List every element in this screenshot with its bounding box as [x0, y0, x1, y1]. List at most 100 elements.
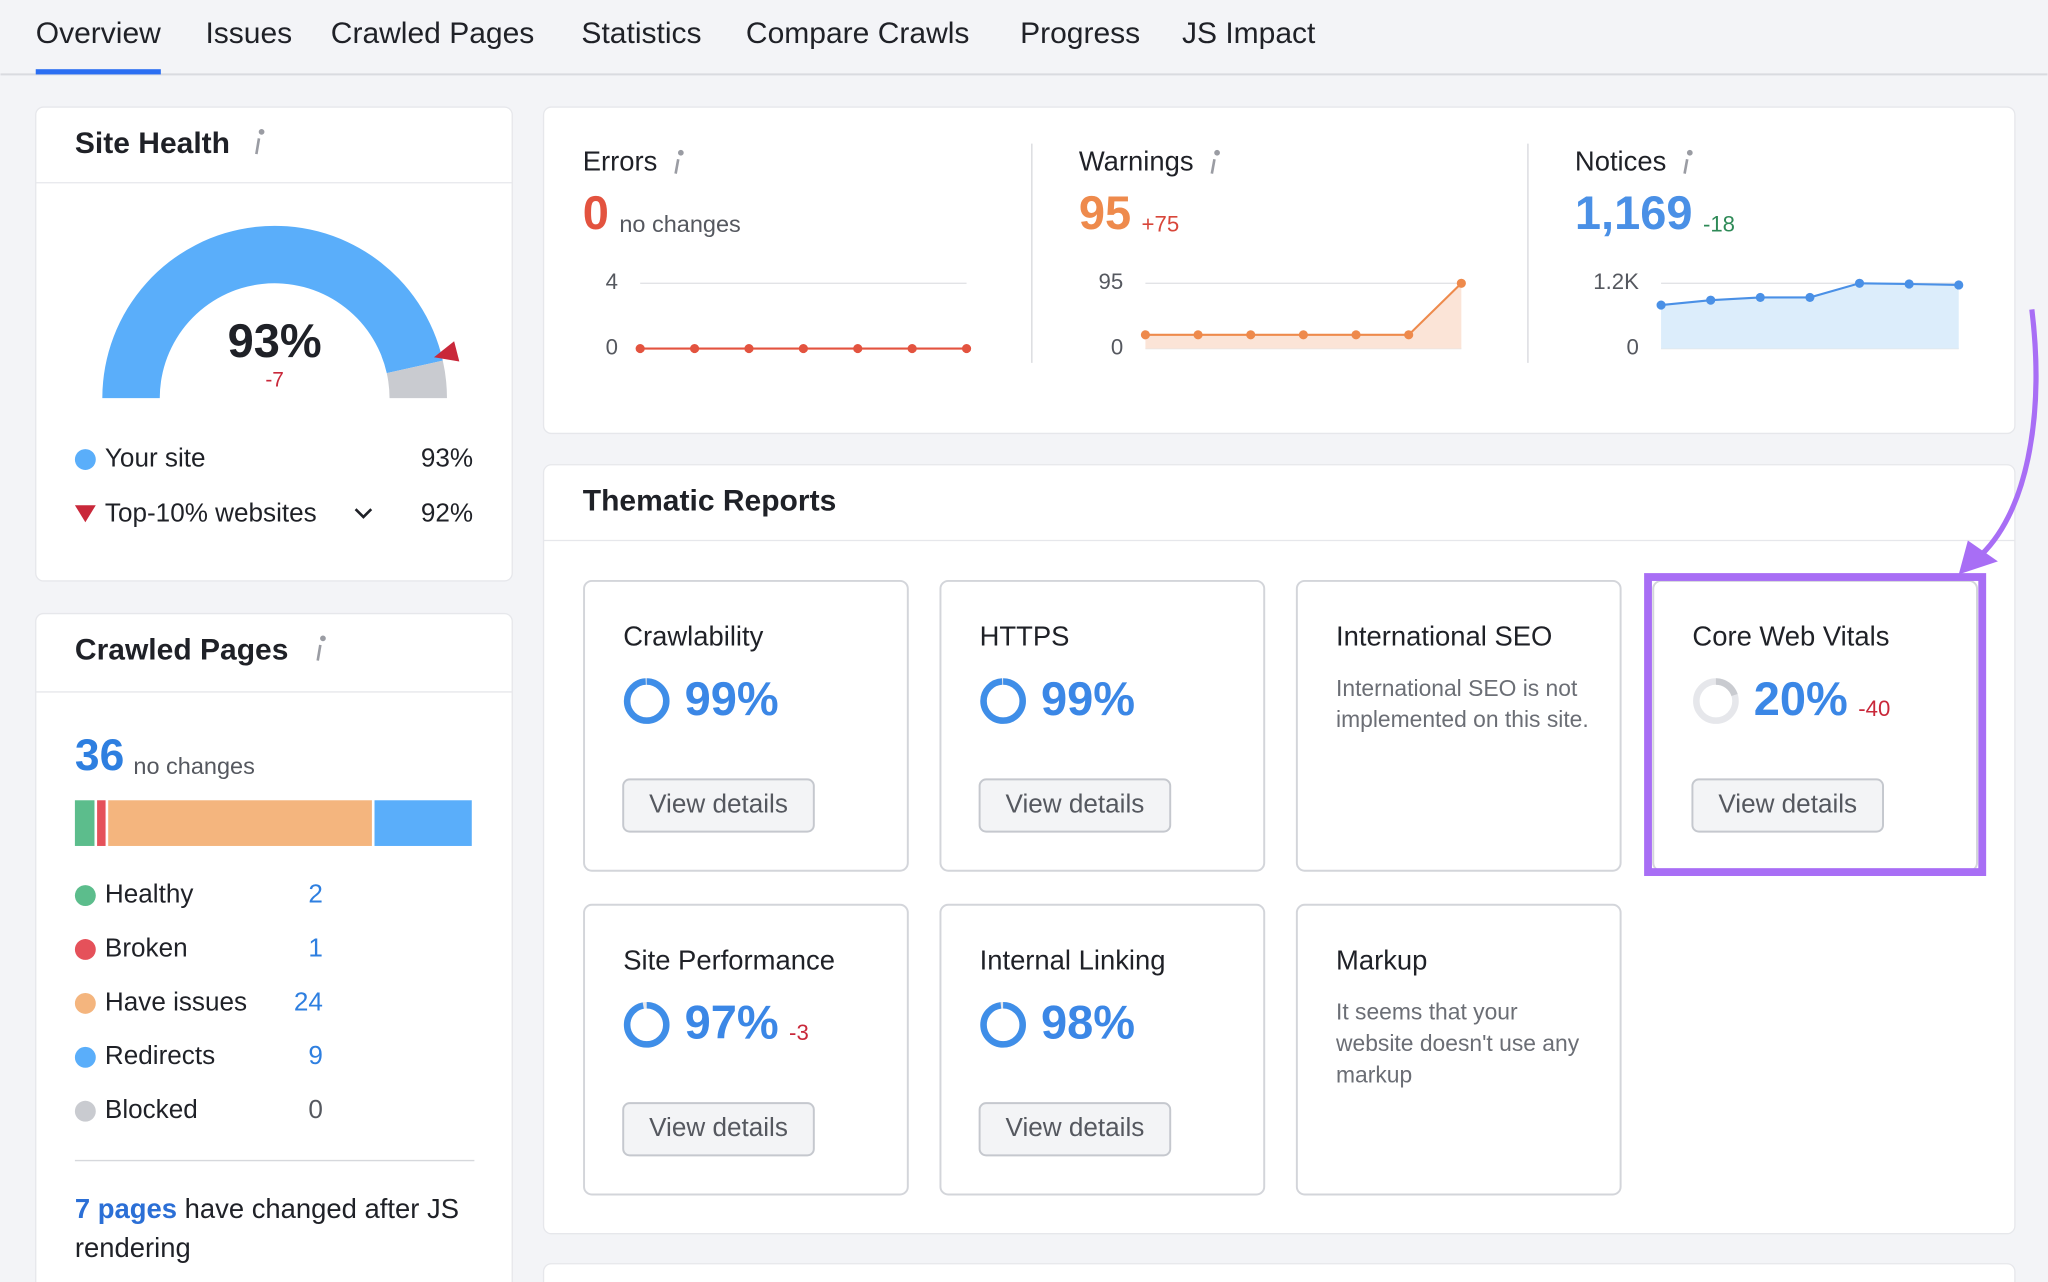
- gauge-score: 93%: [228, 314, 322, 367]
- sparkline-point[interactable]: [853, 343, 863, 354]
- button-body[interactable]: [978, 778, 1172, 833]
- sparkline-point[interactable]: [635, 343, 645, 354]
- dropdown-chevron[interactable]: [354, 508, 373, 519]
- legend-dot: [74, 1046, 96, 1068]
- issue-count[interactable]: 95: [1079, 186, 1131, 239]
- issue-count[interactable]: 0: [583, 186, 609, 239]
- nav-tab[interactable]: Statistics: [581, 17, 701, 50]
- y-tick-label: 95: [1099, 269, 1124, 294]
- button-body[interactable]: [1691, 778, 1884, 833]
- info-icon: [316, 635, 326, 661]
- issue-title[interactable]: Errors: [583, 145, 658, 176]
- sparkline-point[interactable]: [1954, 280, 1964, 290]
- button-label[interactable]: View details: [649, 788, 788, 818]
- nav-tab[interactable]: Progress: [1020, 17, 1140, 50]
- issue-title[interactable]: Notices: [1575, 145, 1666, 176]
- info-icon: [255, 128, 265, 155]
- button-label[interactable]: View details: [649, 1112, 788, 1142]
- tile-description: It seems that your website doesn't use a…: [1336, 998, 1580, 1088]
- tiles: Crawlability 99% View details HTTPS 99% View …: [583, 573, 1987, 1196]
- view-details-button[interactable]: View details: [622, 1102, 815, 1157]
- js-note-body: have changed after JS rendering: [74, 1194, 460, 1264]
- tile-title: International SEO: [1336, 621, 1552, 652]
- nav-tab[interactable]: Issues: [205, 17, 292, 50]
- gauge: [102, 225, 460, 399]
- legend-count[interactable]: 1: [308, 932, 323, 962]
- sparkline-point[interactable]: [961, 343, 972, 354]
- nav-tab[interactable]: Compare Crawls: [746, 17, 970, 50]
- active-tab-indicator: [35, 69, 161, 75]
- info-icon: [674, 149, 684, 174]
- benchmark-marker: [433, 341, 460, 362]
- legend-label: Redirects: [105, 1040, 215, 1070]
- nav-tab[interactable]: Crawled Pages: [331, 17, 535, 50]
- sparkline-point[interactable]: [798, 343, 808, 354]
- sparkline-point[interactable]: [1456, 278, 1466, 288]
- issue-title[interactable]: Warnings: [1079, 145, 1194, 176]
- sparkline-point[interactable]: [1140, 330, 1150, 340]
- button-label[interactable]: View details: [1006, 788, 1145, 818]
- legend-label: Have issues: [105, 986, 247, 1016]
- issue-count[interactable]: 1,169: [1575, 186, 1693, 239]
- button-body[interactable]: [622, 778, 815, 833]
- js-note-link[interactable]: 7 pages: [74, 1194, 178, 1225]
- js-note: 7 pages have changed after JS rendering: [74, 1194, 460, 1264]
- info-icon: [1683, 149, 1693, 174]
- legend-count[interactable]: 24: [294, 986, 323, 1016]
- button-label[interactable]: View details: [1006, 1112, 1145, 1142]
- sparkline-point[interactable]: [1706, 295, 1716, 305]
- tile-score: 99%: [1041, 672, 1135, 725]
- sparkline-point[interactable]: [1656, 300, 1666, 310]
- tile-score: 99%: [685, 672, 779, 725]
- issues-card: [542, 106, 2016, 435]
- button-body[interactable]: [978, 1102, 1172, 1157]
- score-ring: [980, 1001, 1026, 1048]
- view-details-button[interactable]: View details: [622, 778, 815, 833]
- legend-dropdown[interactable]: Top-10% websites: [105, 497, 317, 527]
- button-body[interactable]: [622, 1102, 815, 1157]
- info-stem: [1683, 159, 1689, 174]
- nav-tab[interactable]: JS Impact: [1182, 17, 1316, 50]
- crawl-legend: Healthy 2 Broken 1 Have issues 24 Redirects 9 Bl…: [74, 878, 323, 1124]
- view-details-button[interactable]: View details: [978, 1102, 1172, 1157]
- sparkline-point[interactable]: [1854, 278, 1865, 288]
- tile-change: -3: [789, 1020, 809, 1045]
- info-dot: [1214, 149, 1220, 156]
- legend-count[interactable]: 0: [308, 1094, 323, 1124]
- nav-tab[interactable]: Overview: [36, 17, 161, 50]
- button-label[interactable]: View details: [1718, 788, 1857, 818]
- card-title: Site Health: [75, 127, 230, 160]
- y-tick-label: 0: [1627, 334, 1639, 359]
- legend-marker: [74, 505, 96, 523]
- card-title: Thematic Reports: [583, 485, 837, 518]
- view-details-button[interactable]: View details: [1691, 778, 1884, 833]
- tile-title: Internal Linking: [980, 944, 1166, 975]
- legend-count[interactable]: 9: [308, 1040, 323, 1070]
- description-text: International SEO is not implemented on …: [1336, 674, 1589, 733]
- description-text: It seems that your website doesn't use a…: [1336, 998, 1580, 1088]
- tile-title: Core Web Vitals: [1692, 621, 1889, 652]
- y-tick-label: 1.2K: [1593, 269, 1639, 294]
- tile-score: 98%: [1041, 996, 1135, 1049]
- sparkline-point[interactable]: [1805, 292, 1815, 303]
- sparkline-point[interactable]: [1351, 330, 1361, 340]
- report-tile: [1295, 579, 1622, 872]
- sparkline-point[interactable]: [1755, 292, 1765, 303]
- sparkline-point[interactable]: [744, 343, 754, 354]
- view-details-button[interactable]: View details: [978, 778, 1172, 833]
- legend-label: Healthy: [105, 878, 193, 908]
- sparkline-point[interactable]: [1404, 330, 1414, 340]
- sparkline-point[interactable]: [1904, 279, 1914, 289]
- sparkline-point[interactable]: [1298, 330, 1308, 340]
- info-stem: [1210, 159, 1216, 174]
- sparkline-point[interactable]: [907, 343, 917, 354]
- legend-count[interactable]: 2: [308, 878, 323, 908]
- sparkline-point[interactable]: [1193, 330, 1203, 340]
- issue-change: no changes: [619, 211, 740, 237]
- sparkline-point[interactable]: [690, 343, 700, 354]
- nav-bar: [0, 0, 2048, 74]
- legend-dot: [74, 939, 96, 960]
- y-tick-label: 4: [606, 269, 618, 294]
- sparkline-point[interactable]: [1246, 330, 1256, 340]
